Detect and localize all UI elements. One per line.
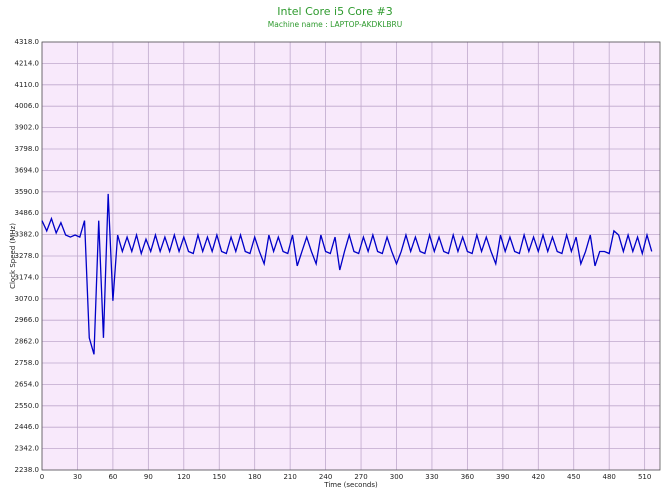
x-tick-label: 270 [354, 473, 367, 481]
x-tick-label: 150 [213, 473, 226, 481]
y-tick-label: 3590.0 [15, 188, 40, 196]
x-tick-label: 390 [496, 473, 509, 481]
x-tick-label: 120 [177, 473, 190, 481]
data-line [41, 193, 653, 355]
y-tick-label: 2342.0 [15, 445, 40, 453]
y-tick-label: 3382.0 [15, 231, 40, 239]
x-tick-label: 210 [283, 473, 296, 481]
x-tick-label: 240 [319, 473, 332, 481]
y-axis-label: Clock Speed (MHz) [9, 223, 17, 289]
y-tick-label: 4318.0 [15, 38, 40, 46]
y-tick-label: 4006.0 [15, 102, 40, 110]
y-tick-label: 4110.0 [15, 81, 40, 89]
y-tick-label: 3902.0 [15, 124, 40, 132]
y-tick-label: 3694.0 [15, 166, 40, 174]
plot-frame [41, 41, 661, 471]
x-tick-label: 420 [532, 473, 545, 481]
x-tick-label: 90 [144, 473, 153, 481]
x-tick-label: 480 [603, 473, 616, 481]
x-tick-label: 360 [461, 473, 474, 481]
x-tick-label: 180 [248, 473, 261, 481]
y-tick-label: 3798.0 [15, 145, 40, 153]
y-tick-label: 3070.0 [15, 295, 40, 303]
y-tick-label: 2446.0 [15, 423, 40, 431]
y-tick-label: 3278.0 [15, 252, 40, 260]
x-tick-label: 300 [390, 473, 403, 481]
y-tick-label: 2862.0 [15, 338, 40, 346]
x-axis-label: Time (seconds) [323, 481, 378, 489]
x-tick-label: 510 [638, 473, 651, 481]
y-tick-label: 4214.0 [15, 59, 40, 67]
y-tick-label: 2654.0 [15, 380, 40, 388]
y-tick-label: 2758.0 [15, 359, 40, 367]
y-tick-label: 2966.0 [15, 316, 40, 324]
y-tick-label: 3174.0 [15, 273, 40, 281]
chart-subtitle: Machine name : LAPTOP-AKDKLBRU [268, 20, 403, 29]
chart-title: Intel Core i5 Core #3 [277, 5, 393, 18]
x-tick-label: 60 [108, 473, 117, 481]
y-tick-label: 3486.0 [15, 209, 40, 217]
x-tick-label: 30 [73, 473, 82, 481]
y-tick-label: 2550.0 [15, 402, 40, 410]
x-tick-label: 0 [40, 473, 44, 481]
x-tick-label: 450 [567, 473, 580, 481]
y-tick-label: 2238.0 [15, 466, 40, 474]
x-tick-label: 330 [425, 473, 438, 481]
